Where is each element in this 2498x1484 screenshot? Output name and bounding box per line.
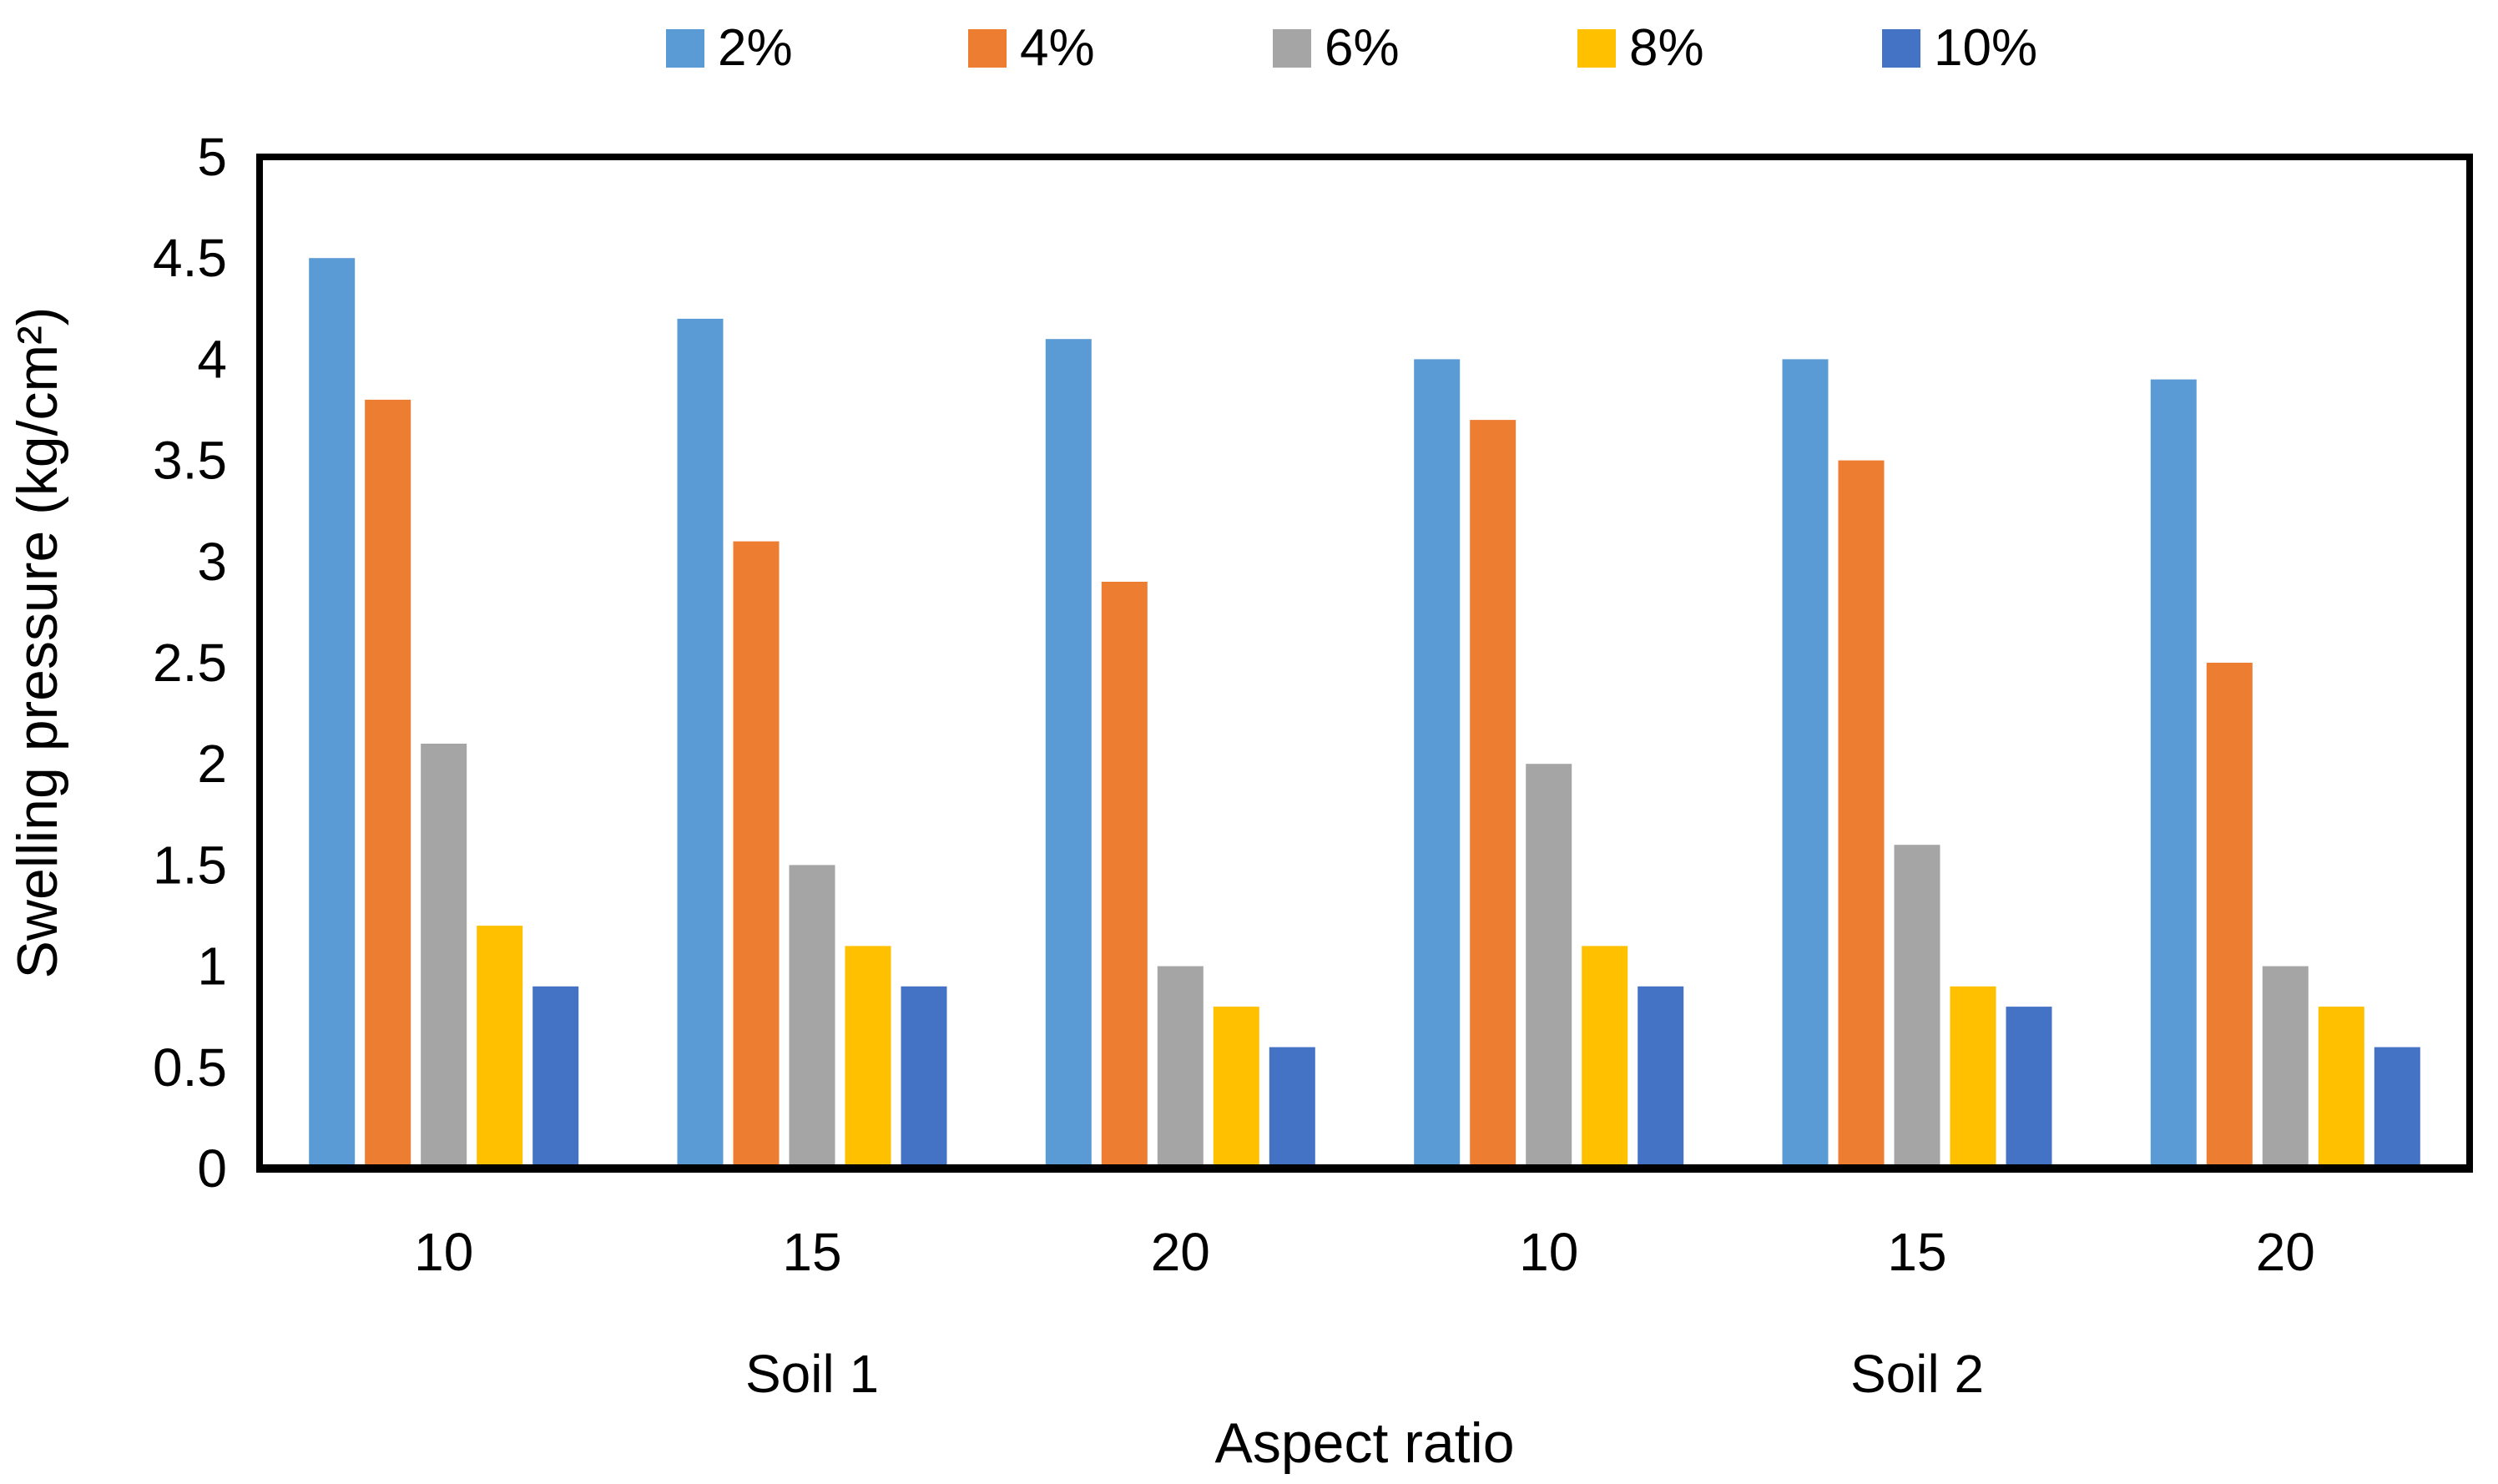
y-tick-label-4.5: 4.5	[153, 228, 227, 288]
plot-border	[256, 154, 2473, 1172]
legend-item-10pct: 10%	[1882, 18, 2037, 78]
bar-4pct-soil1-ar20	[1101, 582, 1148, 1169]
x-tick-label-2-ar20: 20	[1151, 1222, 1210, 1282]
bar-6pct-soil1-ar20	[1157, 966, 1204, 1169]
legend-label-6pct: 6%	[1325, 19, 1400, 77]
x-tick-label-1-ar15: 15	[782, 1222, 841, 1282]
bar-6pct-soil2-ar10	[1526, 764, 1572, 1169]
y-tick-label-1: 1	[197, 936, 227, 997]
bar-8pct-soil1-ar10	[477, 926, 523, 1169]
bar-8pct-soil2-ar20	[2318, 1007, 2364, 1169]
bar-4pct-soil1-ar15	[733, 541, 780, 1169]
bar-6pct-soil2-ar15	[1894, 845, 1940, 1169]
bar-4pct-soil2-ar10	[1470, 420, 1516, 1169]
bar-2pct-soil1-ar15	[677, 318, 724, 1169]
y-tick-label-3.5: 3.5	[153, 431, 227, 491]
y-axis-tick-labels: 0 0.5 1 1.5 2 2.5 3 3.5 4 4.5 5	[153, 127, 227, 1199]
legend-label-4pct: 4%	[1020, 19, 1095, 77]
y-tick-label-0.5: 0.5	[153, 1037, 227, 1098]
bar-8pct-soil2-ar10	[1582, 946, 1628, 1169]
legend-item-4pct: 4%	[968, 18, 1095, 78]
x-tick-label-3-ar10: 10	[1519, 1222, 1578, 1282]
bar-8pct-soil1-ar20	[1213, 1007, 1259, 1169]
x-axis-tick-labels: 10 15 20 10 15 20	[414, 1222, 2315, 1282]
bar-6pct-soil2-ar20	[2262, 966, 2309, 1169]
bar-10pct-soil1-ar15	[901, 986, 947, 1169]
bar-10pct-soil2-ar20	[2374, 1047, 2420, 1169]
bar-6pct-soil1-ar15	[789, 865, 835, 1169]
bar-2pct-soil1-ar20	[1045, 339, 1092, 1169]
x-tick-label-5-ar20: 20	[2256, 1222, 2315, 1282]
y-tick-label-3: 3	[197, 532, 227, 592]
bar-2pct-soil2-ar15	[1782, 359, 1829, 1169]
bar-8pct-soil2-ar15	[1950, 986, 1996, 1169]
bar-4pct-soil2-ar15	[1838, 460, 1885, 1169]
legend-label-2pct: 2%	[718, 19, 793, 77]
legend-label-8pct: 8%	[1629, 19, 1704, 77]
legend-item-6pct: 6%	[1273, 18, 1400, 78]
y-tick-label-2.5: 2.5	[153, 633, 227, 693]
legend-item-2pct: 2%	[666, 18, 793, 78]
bar-2pct-soil1-ar10	[309, 258, 356, 1169]
legend-swatch-10pct-icon	[1882, 29, 1920, 68]
chart-legend: 2% 4% 6% 8% 10%	[0, 0, 2498, 79]
y-tick-label-1.5: 1.5	[153, 835, 227, 895]
y-tick-label-0: 0	[197, 1138, 227, 1199]
bar-10pct-soil1-ar20	[1269, 1047, 1315, 1169]
bar-4pct-soil2-ar20	[2206, 663, 2253, 1169]
bar-10pct-soil2-ar10	[1638, 986, 1684, 1169]
bars-layer	[309, 258, 2420, 1169]
x-axis-title: Aspect ratio	[1214, 1411, 1514, 1475]
legend-item-8pct: 8%	[1577, 18, 1704, 78]
bar-6pct-soil1-ar10	[421, 744, 467, 1169]
legend-swatch-8pct-icon	[1577, 29, 1616, 68]
bar-2pct-soil2-ar20	[2150, 379, 2197, 1169]
group-label-soil-1: Soil 1	[745, 1344, 879, 1404]
x-axis-group-labels: Soil 1 Soil 2	[745, 1344, 1984, 1404]
y-tick-label-4: 4	[197, 329, 227, 389]
legend-swatch-2pct-icon	[666, 29, 704, 68]
y-axis-title: Swelling pressure (kg/cm²)	[6, 307, 69, 979]
bar-10pct-soil2-ar15	[2006, 1007, 2052, 1169]
legend-label-10pct: 10%	[1934, 19, 2038, 77]
bar-4pct-soil1-ar10	[365, 399, 411, 1169]
bar-8pct-soil1-ar15	[845, 946, 891, 1169]
legend-swatch-6pct-icon	[1273, 29, 1311, 68]
group-label-soil-2: Soil 2	[1850, 1344, 1984, 1404]
bar-2pct-soil2-ar10	[1414, 359, 1461, 1169]
legend-swatch-4pct-icon	[968, 29, 1007, 68]
x-tick-label-0-ar10: 10	[414, 1222, 473, 1282]
y-tick-label-5: 5	[197, 127, 227, 187]
y-tick-label-2: 2	[197, 734, 227, 794]
x-tick-label-4-ar15: 15	[1887, 1222, 1946, 1282]
bar-10pct-soil1-ar10	[532, 986, 579, 1169]
